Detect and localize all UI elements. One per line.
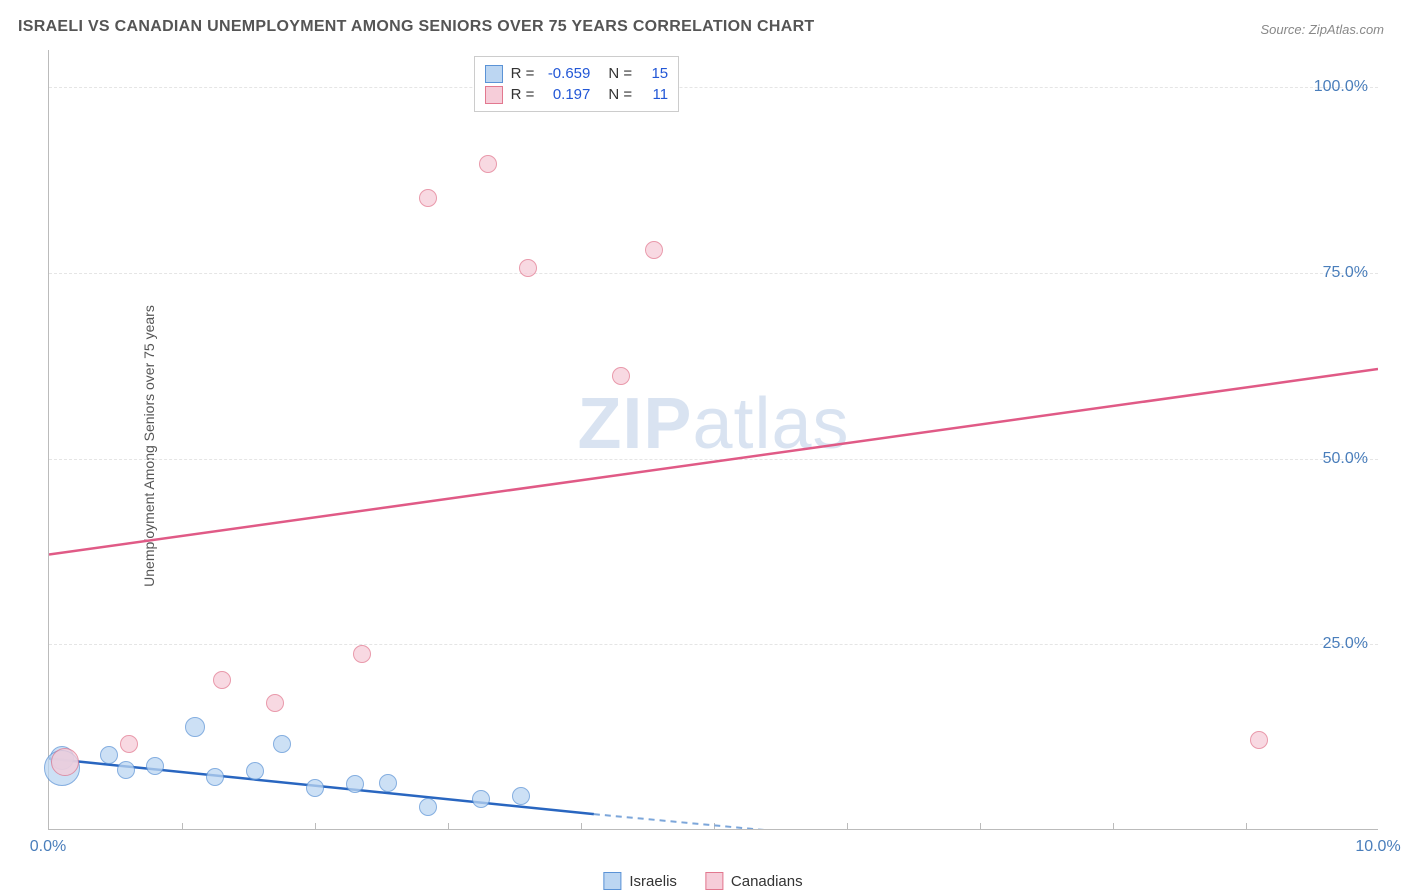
x-tick-mark <box>315 823 316 830</box>
data-point-israelis <box>206 768 224 786</box>
gridline-h <box>49 273 1378 274</box>
n-value: 15 <box>640 63 668 84</box>
gridline-h <box>49 644 1378 645</box>
x-tick-mark <box>847 823 848 830</box>
data-point-canadians <box>419 189 437 207</box>
data-point-israelis <box>346 775 364 793</box>
data-point-canadians <box>519 259 537 277</box>
r-value: 0.197 <box>542 84 590 105</box>
r-label: R = <box>511 84 535 105</box>
x-tick-mark <box>1246 823 1247 830</box>
n-label: N = <box>608 63 632 84</box>
data-point-canadians <box>213 671 231 689</box>
x-tick-label: 0.0% <box>30 838 66 856</box>
legend-item-israelis: Israelis <box>603 872 677 890</box>
swatch-icon <box>603 872 621 890</box>
x-tick-mark <box>581 823 582 830</box>
legend-correlation: R = -0.659 N = 15 R = 0.197 N = 11 <box>474 56 680 112</box>
y-tick-label: 25.0% <box>1323 635 1368 653</box>
y-tick-label: 50.0% <box>1323 450 1368 468</box>
data-point-israelis <box>512 787 530 805</box>
data-point-canadians <box>645 241 663 259</box>
data-point-canadians <box>1250 731 1268 749</box>
chart-title: ISRAELI VS CANADIAN UNEMPLOYMENT AMONG S… <box>18 18 815 36</box>
x-tick-mark <box>714 823 715 830</box>
data-point-israelis <box>419 798 437 816</box>
swatch-icon <box>485 86 503 104</box>
y-tick-label: 75.0% <box>1323 264 1368 282</box>
data-point-israelis <box>379 774 397 792</box>
swatch-icon <box>705 872 723 890</box>
source-label: Source: ZipAtlas.com <box>1260 22 1384 37</box>
legend-item-canadians: Canadians <box>705 872 803 890</box>
x-tick-mark <box>182 823 183 830</box>
data-point-israelis <box>185 717 205 737</box>
legend-item-label: Canadians <box>731 873 803 890</box>
gridline-h <box>49 459 1378 460</box>
data-point-canadians <box>51 748 79 776</box>
legend-row-israelis: R = -0.659 N = 15 <box>485 63 669 84</box>
n-label: N = <box>608 84 632 105</box>
plot-area: 25.0% 50.0% 75.0% 100.0% ZIPatlas <box>48 50 1378 830</box>
legend-row-canadians: R = 0.197 N = 11 <box>485 84 669 105</box>
data-point-canadians <box>353 645 371 663</box>
data-point-canadians <box>612 367 630 385</box>
x-tick-mark <box>448 823 449 830</box>
r-label: R = <box>511 63 535 84</box>
legend-item-label: Israelis <box>629 873 677 890</box>
r-value: -0.659 <box>542 63 590 84</box>
data-point-israelis <box>306 779 324 797</box>
data-point-canadians <box>266 694 284 712</box>
x-tick-label: 10.0% <box>1355 838 1400 856</box>
gridline-h <box>49 87 1378 88</box>
data-point-israelis <box>100 746 118 764</box>
data-point-israelis <box>146 757 164 775</box>
x-tick-mark <box>980 823 981 830</box>
data-point-israelis <box>117 761 135 779</box>
data-point-israelis <box>246 762 264 780</box>
data-point-israelis <box>472 790 490 808</box>
data-point-israelis <box>273 735 291 753</box>
watermark: ZIPatlas <box>577 383 849 465</box>
n-value: 11 <box>640 84 668 105</box>
swatch-icon <box>485 65 503 83</box>
trend-lines <box>49 50 1378 829</box>
y-tick-label: 100.0% <box>1314 78 1368 96</box>
x-tick-mark <box>1113 823 1114 830</box>
data-point-canadians <box>120 735 138 753</box>
legend-bottom: Israelis Canadians <box>603 872 802 890</box>
data-point-canadians <box>479 155 497 173</box>
